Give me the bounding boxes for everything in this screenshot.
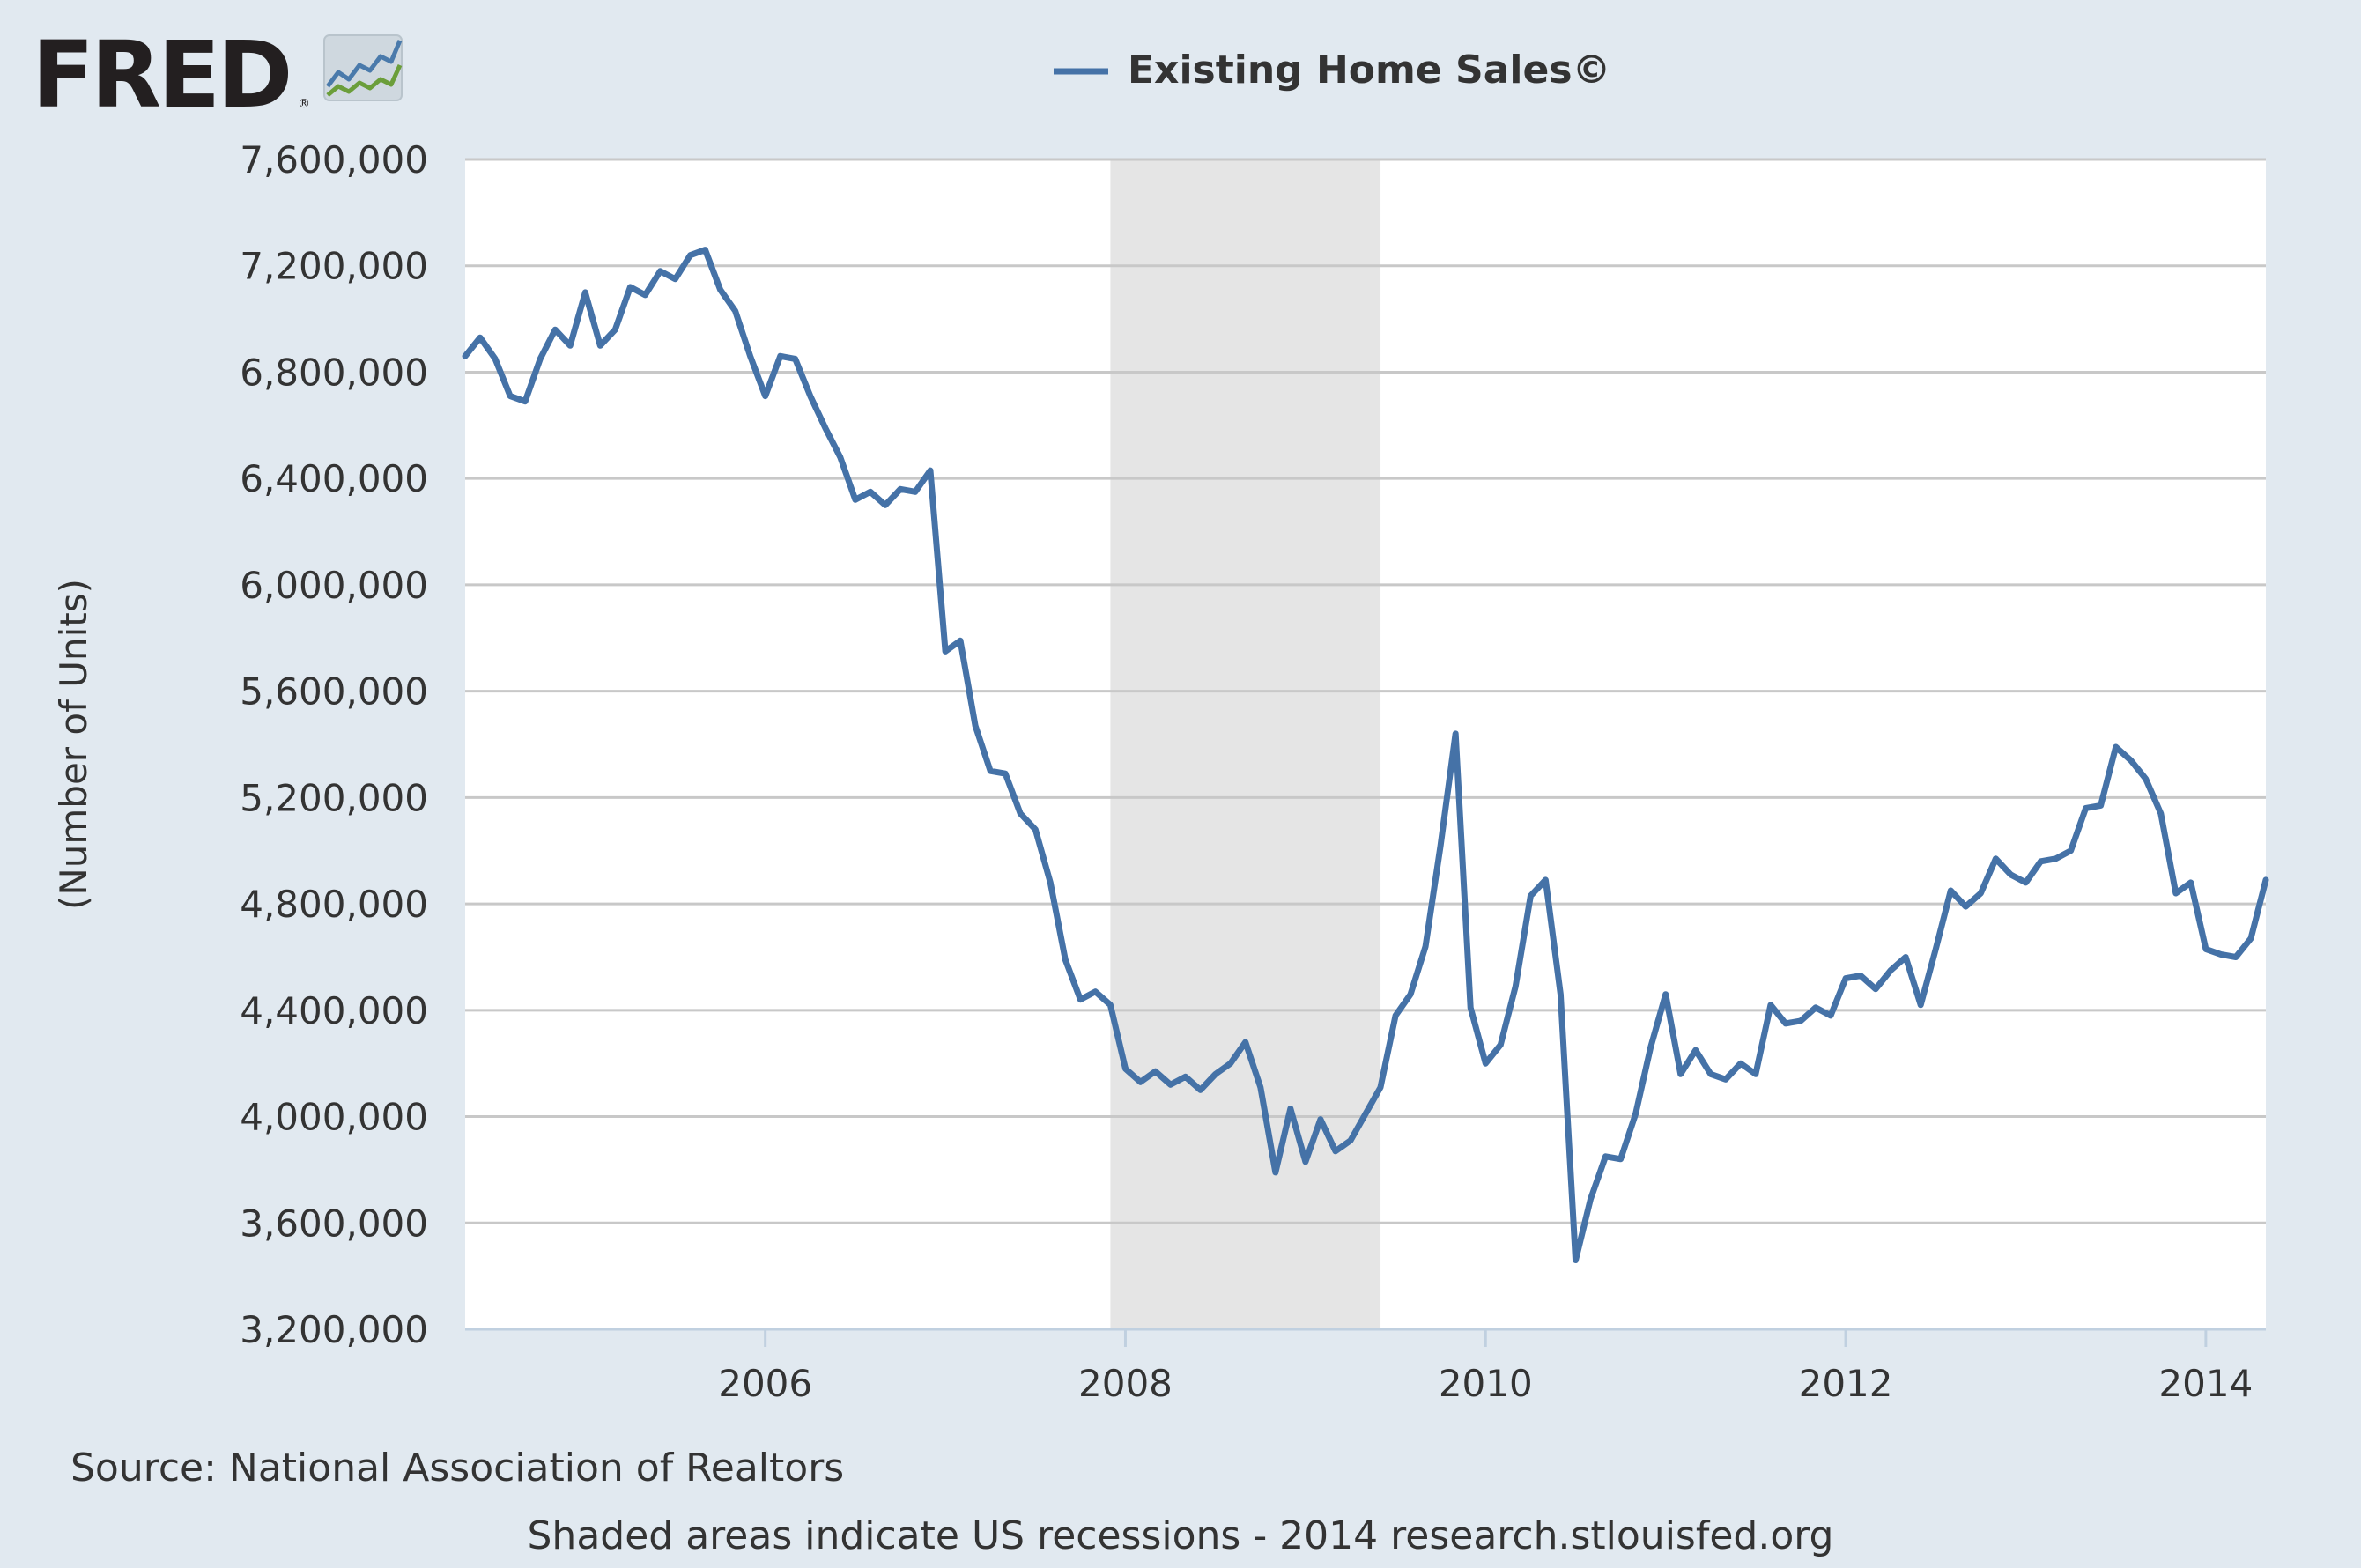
y-tick-label-7: 6,000,000 — [240, 564, 428, 607]
y-tick-label-1: 3,600,000 — [240, 1202, 428, 1245]
y-tick-label-5: 5,200,000 — [240, 776, 428, 819]
x-tick-label-1: 2008 — [1078, 1362, 1173, 1405]
y-tick-label-6: 5,600,000 — [240, 670, 428, 714]
legend-label: Existing Home Sales© — [1128, 48, 1611, 92]
x-tick-label-2: 2010 — [1439, 1362, 1533, 1405]
y-tick-label-0: 3,200,000 — [240, 1308, 428, 1351]
y-tick-label-8: 6,400,000 — [240, 457, 428, 500]
series-layer — [462, 247, 2269, 1263]
y-tick-label-9: 6,800,000 — [240, 351, 428, 394]
legend: Existing Home Sales© — [1054, 48, 1611, 92]
fred-logo-text: FRED — [32, 21, 290, 129]
y-tick-label-3: 4,400,000 — [240, 989, 428, 1032]
source-note: Source: National Association of Realtors — [70, 1446, 844, 1490]
x-tick-label-3: 2012 — [1799, 1362, 1893, 1405]
fred-logo[interactable]: FRED ® — [32, 21, 403, 129]
y-axis: 3,200,000 3,600,000 4,000,000 4,400,000 4,80… — [240, 138, 428, 1351]
fred-logo-graph-icon — [323, 34, 403, 101]
x-tick-label-0: 2006 — [718, 1362, 812, 1405]
fred-logo-registered: ® — [298, 97, 310, 111]
grid-layer — [465, 158, 2266, 1224]
y-axis-title: (Number of Units) — [52, 579, 95, 910]
recession-shade-0 — [1110, 159, 1381, 1329]
y-tick-label-2: 4,000,000 — [240, 1096, 428, 1139]
x-tick-label-4: 2014 — [2158, 1362, 2253, 1405]
y-tick-label-10: 7,200,000 — [240, 245, 428, 288]
recession-note: Shaded areas indicate US recessions - 20… — [528, 1513, 1834, 1558]
y-tick-label-4: 4,800,000 — [240, 883, 428, 926]
series-line-0 — [462, 247, 2269, 1263]
x-axis: 2006 2008 2010 2012 2014 — [465, 1328, 2266, 1405]
y-tick-label-11: 7,600,000 — [240, 138, 428, 181]
recession-layer — [1110, 159, 1381, 1329]
